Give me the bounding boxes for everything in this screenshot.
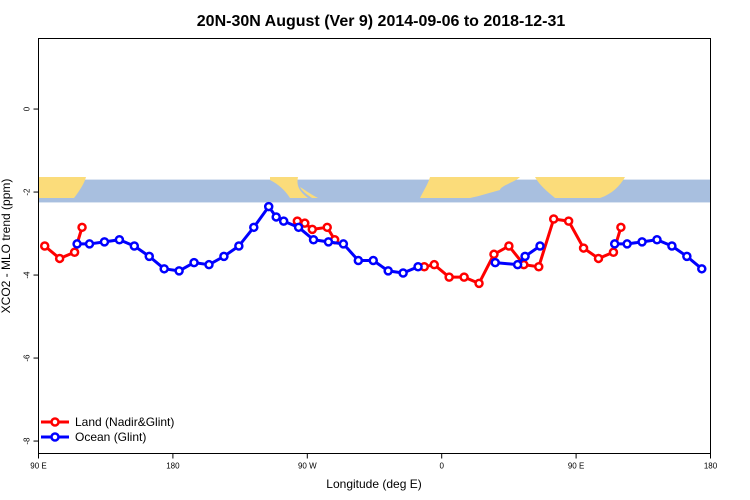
- data-point: [69, 247, 80, 257]
- data-point: [548, 214, 559, 224]
- legend-label: Ocean (Glint): [75, 430, 146, 444]
- data-point: [622, 239, 632, 249]
- data-point: [652, 235, 662, 245]
- data-point: [512, 259, 523, 270]
- series-line: [77, 205, 419, 275]
- data-point: [322, 222, 332, 233]
- data-point: [563, 216, 574, 226]
- y-tick-label: 0: [23, 106, 32, 111]
- data-point: [353, 255, 364, 266]
- y-tick-label: -6: [23, 354, 32, 362]
- x-tick-label: 90 E: [568, 462, 584, 471]
- x-tick-label: 90 W: [298, 462, 317, 471]
- data-point: [578, 243, 589, 253]
- data-point: [174, 266, 184, 276]
- map-land: [300, 187, 318, 198]
- data-point: [323, 237, 334, 247]
- data-point: [459, 272, 469, 282]
- data-point: [504, 241, 514, 251]
- data-point: [368, 255, 379, 266]
- legend-marker: [50, 432, 60, 442]
- series-ocean: [72, 201, 707, 278]
- x-axis: 90 E 180 90 W 0 90 E 180: [30, 453, 718, 471]
- data-point: [383, 266, 393, 276]
- data-point: [637, 237, 647, 247]
- map-land: [420, 177, 520, 198]
- x-tick-label: 180: [704, 462, 718, 471]
- x-tick-label: 90 E: [30, 462, 46, 471]
- data-point: [204, 259, 214, 270]
- y-tick-label: -2: [23, 188, 32, 196]
- data-point: [263, 201, 274, 212]
- data-point: [608, 247, 619, 257]
- legend-marker: [50, 417, 60, 427]
- data-point: [249, 222, 259, 233]
- data-point: [338, 239, 349, 249]
- data-point: [489, 249, 499, 260]
- data-point: [490, 257, 500, 268]
- data-point: [398, 268, 408, 278]
- plot-frame: [38, 38, 711, 454]
- data-point: [129, 241, 140, 251]
- data-point: [474, 278, 484, 289]
- series-land: [39, 214, 626, 289]
- data-point: [54, 253, 65, 264]
- legend: Land (Nadir&Glint)Ocean (Glint): [41, 415, 174, 444]
- data-point: [144, 251, 155, 262]
- y-axis-label: XCO2 - MLO trend (ppm): [0, 179, 13, 314]
- data-point: [535, 241, 545, 251]
- legend-label: Land (Nadir&Glint): [75, 415, 174, 429]
- data-point: [72, 239, 82, 249]
- data-point: [682, 251, 692, 262]
- y-tick-label: -8: [23, 437, 32, 445]
- x-tick-label: 180: [166, 462, 180, 471]
- data-point: [278, 216, 289, 226]
- data-point: [520, 251, 530, 262]
- data-point: [593, 253, 604, 264]
- map-land: [270, 177, 308, 198]
- data-point: [159, 264, 169, 274]
- y-axis: 0 -2 -4 -6 -8: [23, 106, 39, 445]
- data-point: [189, 257, 199, 268]
- data-point: [114, 235, 125, 245]
- data-point: [300, 218, 310, 228]
- data-point: [99, 237, 110, 247]
- data-point: [271, 212, 281, 222]
- world-map-band: [38, 177, 711, 203]
- x-tick-label: 0: [439, 462, 444, 471]
- data-point: [84, 239, 95, 249]
- data-point: [616, 222, 626, 233]
- data-point: [77, 222, 87, 233]
- map-land: [39, 177, 86, 198]
- series-line: [423, 217, 623, 285]
- data-point: [234, 241, 244, 251]
- series-line: [495, 244, 541, 267]
- y-tick-label: -4: [23, 271, 32, 279]
- data-point: [444, 272, 454, 282]
- data-point: [609, 239, 620, 249]
- data-point: [534, 262, 544, 272]
- data-point: [308, 235, 319, 245]
- data-point: [307, 224, 318, 235]
- x-axis-label: Longitude (deg E): [326, 477, 421, 491]
- data-point: [667, 241, 677, 251]
- chart-title: 20N-30N August (Ver 9) 2014-09-06 to 201…: [197, 13, 566, 30]
- data-point: [429, 259, 439, 270]
- data-point: [697, 264, 707, 274]
- map-land: [535, 177, 625, 198]
- data-point: [413, 262, 423, 272]
- data-point: [39, 241, 50, 251]
- data-point: [219, 251, 229, 262]
- series-layer: [39, 201, 707, 289]
- data-point: [293, 222, 304, 233]
